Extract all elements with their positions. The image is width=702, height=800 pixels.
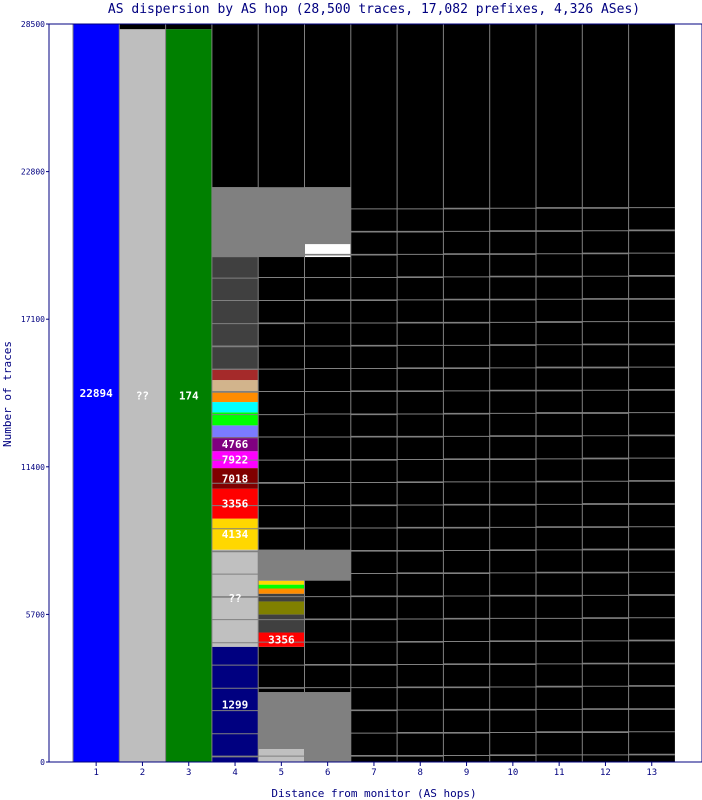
segment-label-hop1-0: 22894 (80, 387, 113, 400)
segment-hop6-3 (304, 257, 351, 550)
x-tick-label-11: 11 (554, 768, 565, 778)
segment-label-hop5-3: 3356 (268, 634, 295, 647)
hop-column-1: 22894 (72, 24, 120, 762)
segment-label-hop4-6: 4766 (222, 438, 249, 451)
hop-column-4: 1299?? 4134 3356 7018 7922 4766 (211, 24, 259, 762)
segment-hop5-1 (258, 692, 305, 750)
x-tick-label-13: 13 (646, 768, 657, 778)
segment-hop8-0 (397, 24, 444, 762)
hop-column-11 (535, 24, 583, 762)
segment-hop5-12 (258, 187, 305, 258)
plot-frame (48, 23, 702, 763)
x-tick-label-3: 3 (186, 768, 191, 778)
segment-hop4-1 (211, 549, 259, 647)
segment-hop5-2 (258, 646, 305, 693)
segment-hop5-6 (258, 593, 305, 602)
segment-hop2-0 (119, 29, 166, 762)
segment-hop3-0 (165, 29, 212, 762)
segment-label-hop3-0: 174 (179, 390, 199, 403)
segment-hop9-0 (443, 24, 490, 762)
segment-label-hop4-4: 7018 (222, 472, 249, 485)
segment-hop12-0 (582, 24, 629, 762)
segment-hop4-9 (211, 402, 259, 413)
segment-hop5-0 (258, 749, 305, 762)
hop-column-10 (489, 24, 536, 762)
y-tick-label-5: 28500 (21, 20, 45, 29)
segment-hop4-11 (211, 380, 259, 392)
x-tick-label-4: 4 (232, 768, 237, 778)
segment-hop5-3 (258, 632, 305, 647)
segment-hop5-5 (258, 601, 305, 615)
x-tick-label-12: 12 (600, 768, 611, 778)
segment-hop1-0 (73, 24, 120, 762)
segment-label-hop2-0: ?? (136, 390, 149, 403)
segment-hop4-13 (211, 257, 259, 370)
hop-column-7 (350, 24, 398, 762)
segment-hop7-0 (350, 24, 398, 762)
y-tick-label-1: 5700 (26, 610, 45, 619)
segment-hop6-5 (304, 24, 351, 188)
x-tick-label-8: 8 (418, 768, 423, 778)
x-tick-label-1: 1 (93, 768, 98, 778)
segment-hop13-0 (628, 24, 675, 762)
y-tick-label-2: 11400 (21, 463, 45, 472)
segment-hop4-14 (211, 187, 259, 258)
segment-hop5-4 (258, 614, 305, 633)
segment-hop6-2 (304, 549, 351, 581)
hop-column-2: ?? (118, 24, 166, 762)
segment-hop4-10 (211, 391, 259, 403)
x-axis: 1 2 3 4 5 6 7 8 9 10 11 12 13 (93, 762, 657, 778)
segment-hop4-7 (211, 425, 259, 438)
x-tick-label-2: 2 (140, 768, 145, 778)
hop-column-8 (396, 24, 444, 762)
segment-label-hop4-2: 4134 (222, 528, 249, 541)
segment-hop4-6 (211, 437, 259, 452)
segment-hop5-8 (258, 584, 305, 589)
segment-hop5-10 (258, 549, 305, 581)
y-axis-label: Number of traces (1, 341, 14, 447)
hop-column-9 (442, 24, 490, 762)
x-tick-label-10: 10 (507, 768, 518, 778)
hop-column-3: 174 (165, 24, 212, 762)
hop-column-6 (304, 24, 351, 762)
segment-hop6-0 (304, 692, 351, 762)
y-tick-label-4: 22800 (21, 168, 45, 177)
plot-area: 22894?? 174 1299?? 4134 3356 7018 7922 4766 3356 (72, 24, 675, 762)
hop-column-12 (581, 24, 629, 762)
segment-hop4-8 (211, 412, 259, 426)
x-tick-label-5: 5 (279, 768, 284, 778)
y-tick-label-0: 0 (40, 758, 45, 767)
segment-hop4-2 (211, 518, 259, 550)
segment-hop3-1 (165, 24, 212, 30)
segment-hop11-0 (536, 24, 583, 762)
segment-hop4-0 (211, 646, 259, 762)
segment-label-hop4-5: 7922 (222, 454, 249, 467)
segment-label-hop4-0: 1299 (222, 698, 249, 711)
x-tick-label-9: 9 (464, 768, 469, 778)
segment-hop4-12 (211, 369, 259, 381)
segment-label-hop4-3: 3356 (222, 498, 249, 511)
y-tick-label-3: 17100 (21, 315, 45, 324)
x-tick-label-7: 7 (371, 768, 376, 778)
segment-hop6-4 (304, 187, 351, 245)
hop-column-13 (628, 24, 675, 762)
segment-hop5-13 (258, 24, 305, 188)
segment-hop4-15 (211, 24, 259, 188)
x-axis-label: Distance from monitor (AS hops) (271, 787, 476, 800)
x-tick-label-6: 6 (325, 768, 330, 778)
segment-hop2-1 (119, 24, 166, 30)
segment-label-hop4-1: ?? (228, 592, 241, 605)
chart-title: AS dispersion by AS hop (28,500 traces, … (108, 2, 640, 17)
segment-hop5-9 (258, 580, 305, 585)
segment-hop10-0 (489, 24, 536, 762)
hop-column-5: 3356 (257, 24, 305, 762)
y-axis: 0 5700 11400 17100 22800 28500 (21, 20, 49, 767)
segment-hop4-3 (211, 488, 259, 519)
segment-hop5-7 (258, 588, 305, 594)
